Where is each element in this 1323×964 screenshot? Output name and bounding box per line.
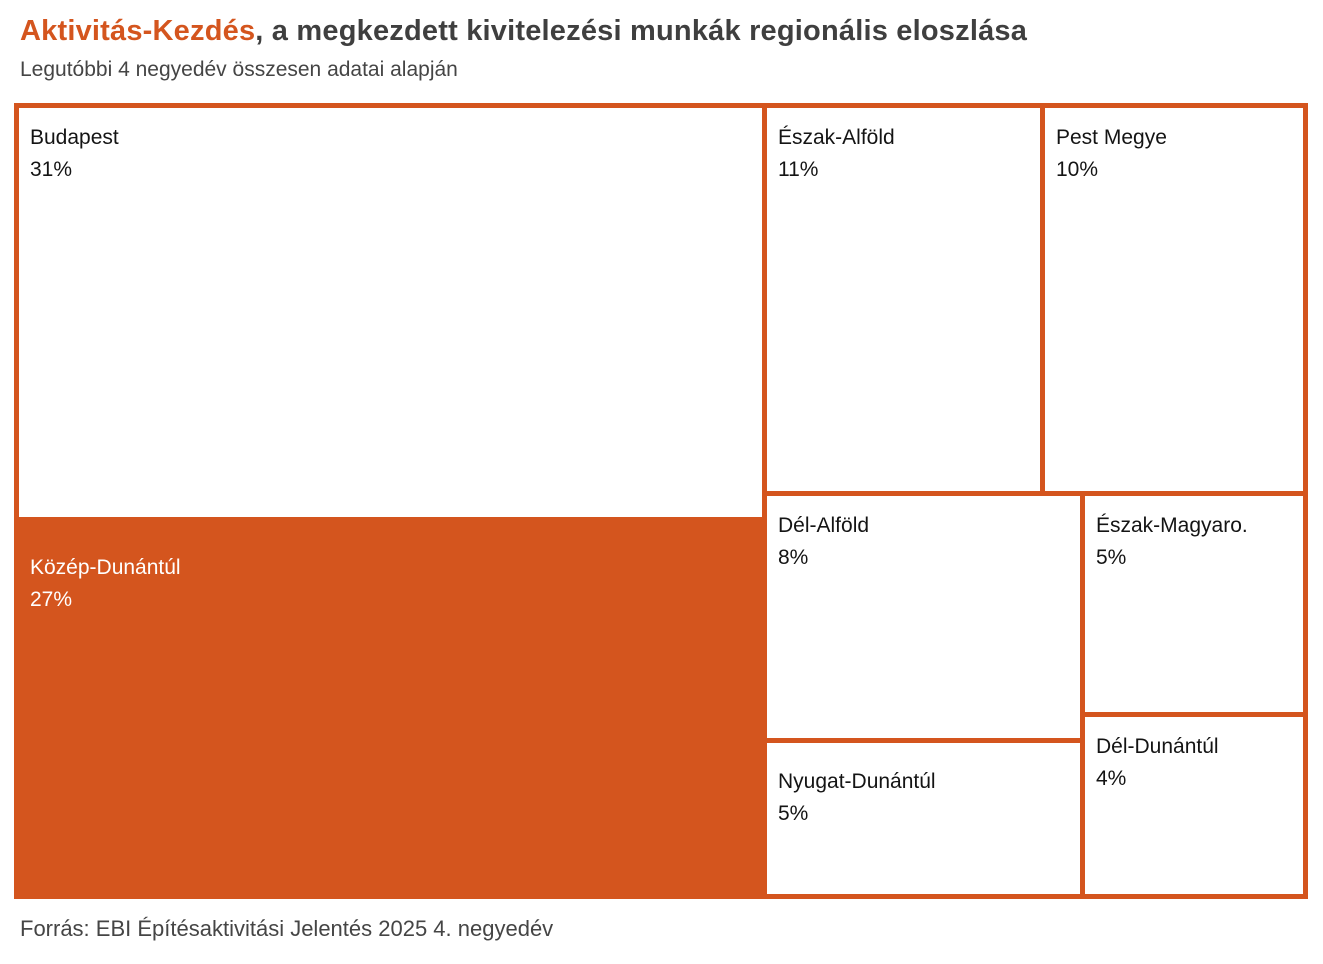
source-note: Forrás: EBI Építésaktivitási Jelentés 20… [20,916,554,941]
treemap-tile-eszak-alfold: Észak-Alföld 11% [767,108,1040,491]
tile-value: 10% [1056,158,1099,181]
tile-label: Észak-Magyaro. [1096,514,1248,537]
treemap-tile-del-alfold: Dél-Alföld 8% [767,496,1080,738]
tile-label: Észak-Alföld [778,126,895,149]
tile-value: 4% [1096,767,1127,790]
tile-label: Közép-Dunántúl [30,556,181,579]
tile-value: 8% [778,546,809,569]
treemap-tile-del-dunantul: Dél-Dunántúl 4% [1085,717,1303,894]
page-title-rest: , a megkezdett kivitelezési munkák regio… [255,15,1028,47]
tile-value: 11% [778,158,819,181]
tile-label: Budapest [30,126,119,149]
tile-value: 27% [30,588,73,611]
page-subtitle: Legutóbbi 4 negyedév összesen adatai ala… [20,58,458,81]
treemap-tile-kozep-dunantul: Közép-Dunántúl 27% [19,517,762,894]
page-title: Aktivitás-Kezdés, a megkezdett kivitelez… [20,14,1300,48]
tile-label: Dél-Alföld [778,514,870,537]
tile-label: Pest Megye [1056,126,1167,149]
treemap-tile-pest-megye: Pest Megye 10% [1045,108,1303,491]
tile-value: 31% [30,158,73,181]
treemap-tile-eszak-magyaro: Észak-Magyaro. 5% [1085,496,1303,712]
treemap-tile-nyugat-dunantul: Nyugat-Dunántúl 5% [767,743,1080,894]
treemap-tile-budapest: Budapest 31% [19,108,762,517]
tile-label: Nyugat-Dunántúl [778,770,936,793]
tile-label: Dél-Dunántúl [1096,735,1219,758]
tile-value: 5% [778,802,809,825]
tile-value: 5% [1096,546,1127,569]
page-title-highlight: Aktivitás-Kezdés [20,15,256,47]
chart-header: Aktivitás-Kezdés, a megkezdett kivitelez… [20,14,1300,83]
treemap-chart: Budapest 31% Közép-Dunántúl 27% Észak-Al… [14,103,1308,899]
